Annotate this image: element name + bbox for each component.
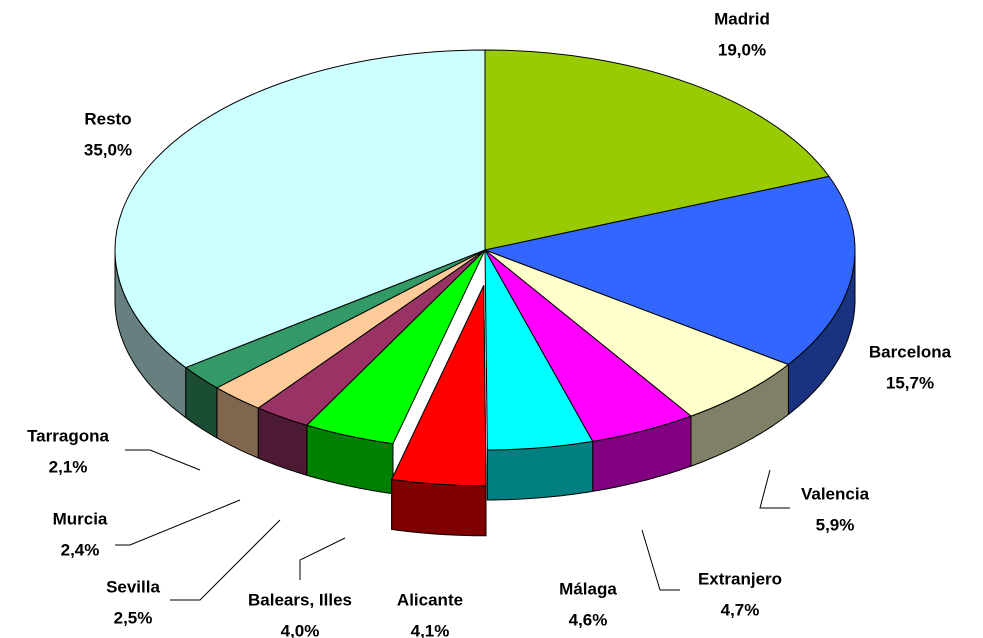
slice-value-label: 15,7% [886,373,934,392]
leader-line [641,529,680,591]
leader-line [299,537,346,580]
labels: Madrid 19,0% Barcelona 15,7% Valencia 5,9% Ext… [27,9,952,638]
slice-label: Valencia [801,484,870,503]
slice [114,49,486,369]
slice-label: Madrid [714,9,770,28]
leader-lines [115,449,790,601]
slice-label: Extranjero [698,569,782,588]
slice-label: Tarragona [27,426,109,445]
leader-line [170,519,281,601]
pie [114,49,856,537]
slice-value-label: 5,9% [816,515,855,534]
slice-side [391,478,487,537]
slice [391,285,487,487]
slice [484,175,856,365]
slice-label: Murcia [53,509,108,528]
slice-label: Barcelona [869,342,952,361]
slice [484,249,789,417]
leader-line [125,449,201,471]
slice-label: Balears, Illes [248,590,352,609]
slice-label: Resto [84,109,131,128]
leader-line [115,499,241,546]
slice-value-label: 19,0% [718,40,766,59]
slice-value-label: 2,4% [61,540,100,559]
slice-value-label: 4,1% [411,621,450,638]
slice-value-label: 4,0% [281,621,320,638]
slice-value-label: 2,1% [49,457,88,476]
slice-label: Málaga [559,579,617,598]
slice-value-label: 35,0% [84,140,132,159]
slice [484,49,830,251]
slice-value-label: 2,5% [114,608,153,627]
leader-line [759,469,790,509]
slice-label: Alicante [397,590,463,609]
slice-value-label: 4,6% [569,610,608,629]
slice [484,249,594,451]
slice-value-label: 4,7% [721,600,760,619]
slice-label: Sevilla [106,577,160,596]
